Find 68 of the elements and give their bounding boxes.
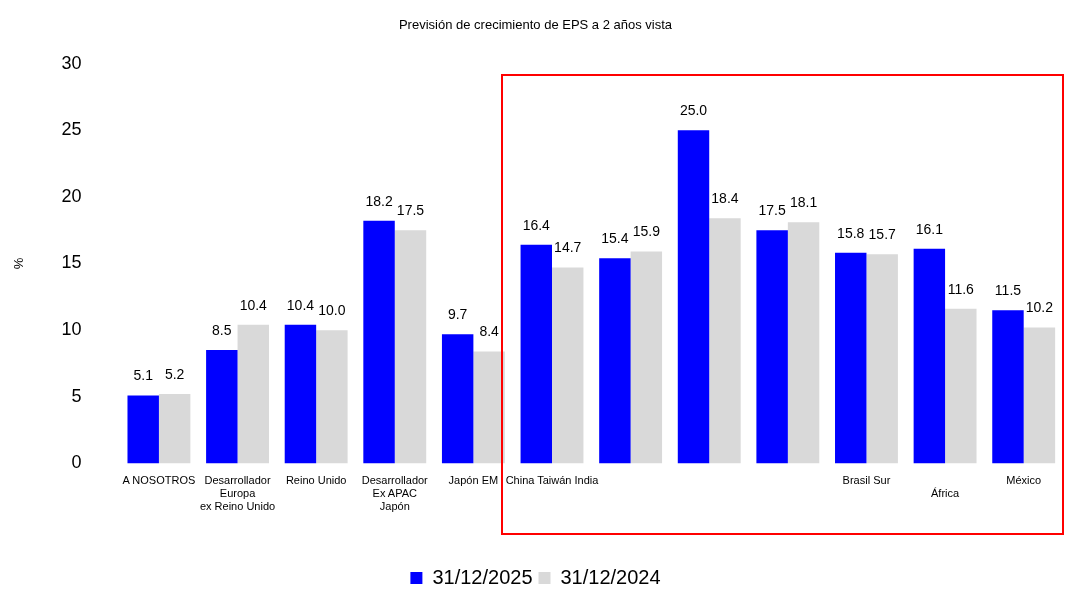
bar (206, 350, 238, 464)
data-label: 15.8 (837, 224, 865, 241)
chart-title: Previsión de crecimiento de EPS a 2 años vista (398, 17, 673, 33)
bar (630, 251, 663, 464)
x-tick-label: Desarrollador Ex APAC Japón (361, 474, 429, 513)
data-label: 10.4 (286, 296, 315, 313)
y-tick-label: 15 (61, 252, 82, 273)
data-label: 9.7 (447, 305, 468, 322)
bar (394, 230, 427, 464)
bar (363, 220, 395, 464)
data-label: 16.1 (915, 220, 944, 237)
data-label: 15.9 (632, 223, 661, 240)
data-label: 10.0 (318, 301, 346, 318)
data-label: 5.1 (133, 367, 154, 384)
bar (316, 330, 348, 464)
bar (237, 324, 269, 464)
bar (709, 218, 741, 464)
x-tick-label: Desarrollador Europa ex Reino Unido (199, 474, 276, 513)
data-label: 10.4 (239, 296, 268, 313)
data-label: 16.4 (522, 216, 551, 233)
data-label: 11.6 (947, 280, 975, 297)
bar (473, 351, 505, 464)
bar (787, 222, 820, 464)
y-tick-label: 20 (61, 185, 82, 206)
y-tick-label: 10 (61, 319, 82, 340)
bar (677, 130, 710, 464)
bar (441, 334, 474, 464)
bar (866, 254, 898, 464)
data-label: 18.1 (789, 194, 818, 211)
x-tick-label: Reino Unido (285, 474, 347, 487)
data-label: 18.2 (365, 192, 393, 209)
bar (913, 248, 946, 464)
bar (756, 230, 788, 464)
x-tick-label: África (931, 487, 961, 500)
data-label: 17.5 (758, 202, 786, 219)
x-tick-label: A NOSOTROS (122, 474, 196, 487)
legend-label: 31/12/2025 (432, 565, 533, 588)
y-tick-label: 5 (71, 385, 82, 406)
bar (127, 395, 159, 464)
data-label: 18.4 (711, 190, 739, 207)
bar (1023, 327, 1056, 464)
data-label: 15.4 (601, 230, 629, 247)
x-tick-label: Brasil Sur (842, 474, 891, 487)
legend-label: 31/12/2024 (560, 565, 661, 588)
bar (835, 252, 867, 464)
bar (158, 394, 191, 464)
data-label: 11.5 (994, 282, 1022, 298)
y-tick-label: 30 (61, 52, 82, 73)
bar (992, 310, 1024, 464)
data-label: 5.2 (164, 365, 185, 382)
y-axis-title: % (11, 257, 27, 270)
bar (599, 258, 631, 464)
data-label: 8.4 (479, 323, 500, 340)
data-label: 17.5 (396, 202, 425, 219)
data-label: 14.7 (554, 239, 582, 256)
y-tick-label: 0 (71, 452, 82, 473)
bar (552, 267, 584, 464)
bar (520, 244, 552, 464)
x-tick-label: China Taiwán India (505, 474, 600, 487)
data-label: 15.7 (868, 226, 897, 243)
x-tick-label: México (1006, 474, 1042, 487)
data-label: 10.2 (1025, 299, 1054, 316)
x-tick-label: Japón EM (448, 474, 499, 487)
y-tick-label: 25 (61, 119, 82, 140)
data-label: 25.0 (679, 102, 708, 119)
data-label: 8.5 (212, 321, 232, 338)
bar (945, 308, 977, 464)
bar (284, 324, 317, 464)
